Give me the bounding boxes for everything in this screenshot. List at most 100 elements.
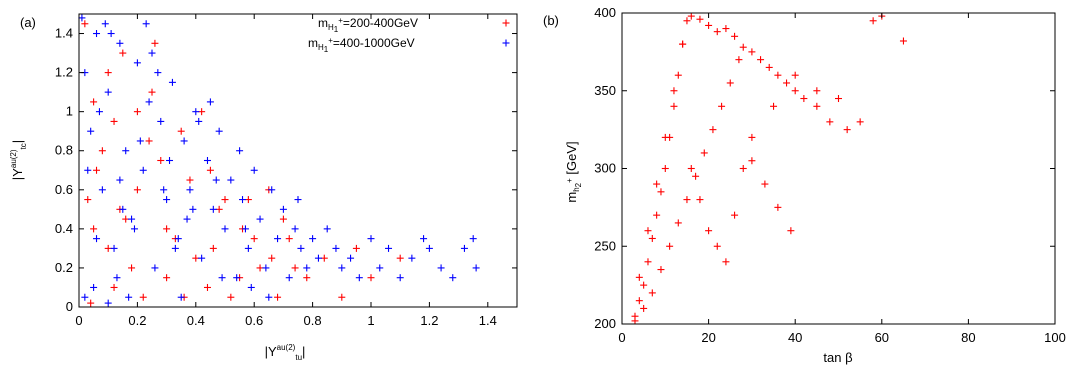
data-point-2 [303,264,311,272]
data-point-1 [705,227,713,235]
legend-marker [502,19,510,27]
data-point-2 [113,274,121,282]
data-point-1 [679,40,687,48]
data-point-2 [151,264,159,272]
data-point-1 [835,95,842,103]
data-point-1 [713,28,721,36]
data-point-2 [145,98,153,106]
data-point-2 [133,59,141,67]
data-point-1 [683,17,691,25]
data-point-2 [209,205,217,213]
data-point-1 [692,172,700,180]
data-point-1 [722,25,730,33]
data-point-1 [209,244,217,252]
legend-entry-2: mH1+=400-1000GeV [308,36,415,54]
data-point-1 [644,227,652,235]
y-tick-label: 1 [66,104,73,119]
data-point-1 [635,297,643,305]
data-point-2 [168,78,176,86]
data-point-1 [899,37,907,45]
data-point-2 [233,274,241,282]
data-point-1 [705,21,713,29]
data-point-2 [174,235,182,243]
data-point-1 [774,71,782,79]
legend-marker-red [502,19,510,27]
data-point-2 [78,14,86,22]
data-point-1 [186,176,194,184]
data-point-2 [262,264,270,272]
data-point-1 [192,254,200,262]
data-point-1 [748,133,756,141]
x-tick-label: 0.8 [304,313,322,328]
y-tick-label: 0 [66,299,73,314]
data-point-1 [644,258,652,266]
panel-a-ticks: 0 0.2 0.4 0.6 0.8 1 1.2 1.4 0 0.2 0.4 0.6 0.8 1 1.2 1.4 [55,14,517,328]
data-point-2 [294,196,302,204]
data-point-2 [355,274,363,282]
data-point-2 [130,225,138,233]
data-point-2 [177,293,185,301]
data-point-1 [84,196,92,204]
data-point-2 [385,244,393,252]
data-point-1 [748,48,756,56]
data-point-1 [98,147,106,155]
data-point-1 [198,108,206,116]
panel-a-points [78,14,480,307]
data-point-1 [133,108,141,116]
data-point-1 [90,98,98,106]
data-point-2 [93,235,101,243]
y-tick-label: 0.4 [55,221,73,236]
data-point-1 [81,20,89,28]
data-point-2 [98,186,106,194]
data-point-1 [800,95,808,103]
data-point-1 [640,281,648,289]
data-point-1 [661,133,669,141]
data-point-2 [160,186,168,194]
data-point-2 [396,274,404,282]
data-point-2 [116,176,124,184]
data-point-2 [274,235,282,243]
data-point-2 [376,264,384,272]
data-point-1 [215,205,223,213]
data-point-1 [757,56,765,64]
data-point-2 [84,166,92,174]
data-point-2 [291,225,299,233]
data-point-1 [735,56,743,64]
data-point-1 [674,219,682,227]
data-point-1 [110,283,118,291]
data-point-2 [309,235,317,243]
data-point-1 [791,71,799,79]
panel-b-points [631,12,907,325]
data-point-2 [157,117,165,125]
data-point-1 [279,215,287,223]
data-point-2 [279,205,287,213]
x-tick-label: 60 [875,330,889,345]
data-point-1 [148,88,156,96]
data-point-1 [119,49,127,57]
data-point-2 [460,244,468,252]
data-point-2 [122,147,130,155]
data-point-2 [198,254,206,262]
panel-a-label: (a) [20,15,36,30]
x-tick-label: 0 [618,330,625,345]
data-point-2 [148,49,156,57]
legend-marker [502,39,510,47]
data-point-1 [683,196,691,204]
data-point-2 [119,205,127,213]
data-point-1 [367,274,375,282]
data-point-2 [87,127,95,135]
data-point-1 [631,317,639,325]
y-tick-label: 300 [594,161,616,176]
data-point-2 [323,225,331,233]
data-point-1 [826,118,834,126]
data-point-1 [722,258,730,266]
y-tick-label: 1.4 [55,26,73,41]
data-point-1 [133,186,141,194]
y-tick-label: 400 [594,5,616,20]
y-tick-label: 0.8 [55,143,73,158]
panel-a-frame [78,13,518,308]
data-point-1 [726,79,734,87]
panel-a-legend: mH1+=200-400GeV mH1+=400-1000GeV [308,16,510,54]
data-point-2 [125,293,133,301]
